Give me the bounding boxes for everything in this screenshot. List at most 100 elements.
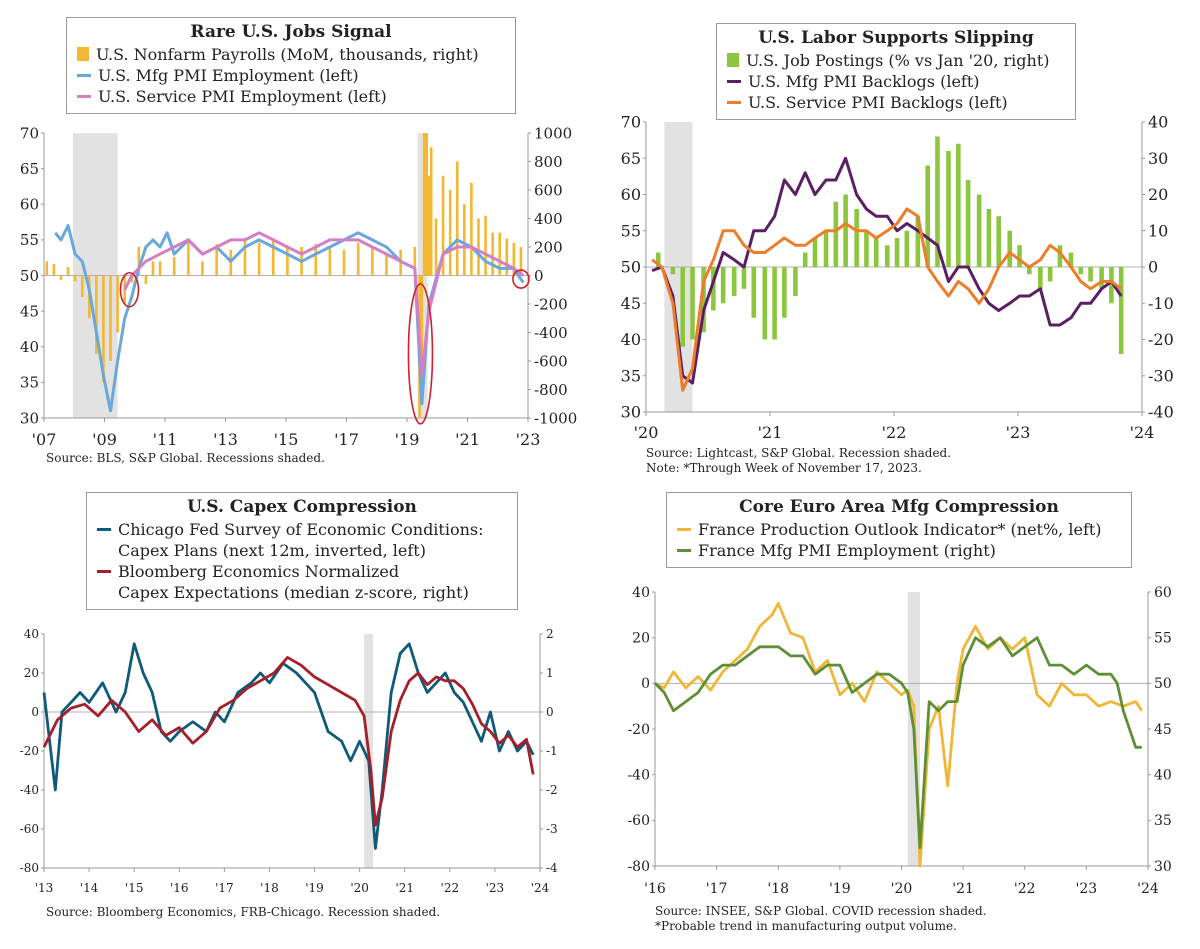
bar-payrolls [491, 232, 494, 276]
bar-payrolls [215, 244, 218, 276]
legend-item-svc-backlogs: U.S. Service PMI Backlogs (left) [727, 92, 1065, 113]
x-tick-label: '16 [170, 881, 189, 895]
right-tick-label: -20 [1148, 330, 1174, 349]
right-tick-label: -400 [534, 324, 568, 342]
euro-chart-plot: 40 20 0 -20 -40 -60 -80 60 55 50 45 40 35 30 '16 '17 '18… [627, 585, 1172, 897]
bar-postings [1038, 267, 1043, 289]
left-tick-label: 70 [621, 113, 641, 132]
bar-payrolls [187, 239, 190, 276]
bar-postings [1118, 267, 1124, 354]
legend-item-france-outlook: France Production Outlook Indicator* (ne… [677, 519, 1121, 540]
bar-payrolls [243, 239, 247, 276]
bar-postings [864, 230, 869, 267]
bar-postings [793, 267, 798, 296]
bar-postings [884, 245, 890, 267]
bar-postings [1099, 267, 1104, 289]
bar-payrolls [448, 190, 452, 276]
bar-postings [720, 267, 726, 304]
left-tick-label: 30 [621, 403, 641, 422]
x-tick-label: '16 [644, 881, 666, 897]
left-tick-label: -80 [20, 861, 39, 875]
left-tick-label: -40 [627, 768, 650, 784]
euro-chart-title: Core Euro Area Mfg Compression [739, 497, 1059, 517]
bar-payrolls [286, 247, 289, 276]
bar-payrolls [519, 247, 523, 276]
chart-panel-capex: 40 20 0 -20 -40 -60 -80 2 1 0 -1 -2 -3 -4 '13 '14 '15 '16… [0, 474, 600, 949]
bar-postings [711, 267, 716, 311]
series-line-france_outlook [654, 602, 1143, 868]
highlight-circle [119, 271, 140, 308]
legend-label-svc-pmi: U.S. Service PMI Employment (left) [98, 87, 387, 106]
right-tick-label: -1 [546, 744, 558, 758]
right-tick-label: -1000 [534, 409, 577, 427]
right-tick-label: 1 [546, 666, 554, 680]
right-tick-label: 600 [534, 181, 563, 199]
right-tick-label: 2 [546, 627, 554, 641]
bar-payrolls [151, 261, 155, 276]
x-tick-label: '21 [455, 430, 480, 449]
left-tick-label: 65 [621, 149, 641, 168]
right-tick-label: -30 [1148, 366, 1174, 385]
x-tick-label: '15 [125, 881, 144, 895]
bar-payrolls [477, 218, 480, 276]
x-tick-label: '17 [334, 430, 359, 449]
right-tick-label: -2 [546, 783, 558, 797]
bar-postings [965, 180, 971, 267]
bar-payrolls [420, 275, 424, 390]
bar-payrolls [59, 275, 63, 280]
x-tick-label: '21 [952, 881, 974, 897]
bar-postings [1007, 230, 1013, 267]
left-tick-label: 0 [31, 705, 39, 719]
legend-item-france-pmi: France Mfg PMI Employment (right) [677, 540, 1121, 561]
bar-payrolls [66, 266, 70, 276]
bar-payrolls [512, 242, 516, 276]
left-tick-label: -20 [627, 722, 650, 738]
left-tick-label: 30 [20, 409, 39, 427]
bar-postings [670, 267, 676, 275]
postings-swatch [727, 53, 739, 67]
x-tick-label: '21 [395, 881, 414, 895]
x-tick-label: '24 [531, 881, 550, 895]
bar-payrolls [80, 275, 84, 297]
left-tick-label: 55 [20, 231, 39, 249]
bar-payrolls [505, 238, 509, 276]
chart-panel-labor: 70 65 60 55 50 45 40 35 30 40 30 20 10 0 -10 -20 -30 -40 '… [600, 0, 1200, 475]
x-tick-label: '19 [305, 881, 324, 895]
jobs-chart-plot: 70 65 60 55 50 45 40 35 30 1000 800 600 400 200 0 -200 -… [20, 124, 577, 449]
bar-payrolls [498, 232, 501, 276]
series-line-mfg_backlogs [651, 156, 1123, 385]
bar-payrolls [455, 161, 459, 276]
x-tick-label: '18 [767, 881, 789, 897]
x-tick-label: '19 [395, 430, 420, 449]
right-tick-label: 200 [534, 238, 563, 256]
right-tick-label: 30 [1148, 149, 1168, 168]
left-tick-label: -40 [20, 783, 39, 797]
legend-label-france-pmi: France Mfg PMI Employment (right) [698, 541, 996, 560]
x-tick-label: '17 [706, 881, 728, 897]
right-tick-label: 45 [1154, 722, 1172, 738]
bar-payrolls [45, 261, 49, 276]
series-line-chicago [42, 642, 535, 850]
bar-postings [833, 201, 839, 267]
right-tick-label: 0 [1148, 258, 1158, 277]
bar-payrolls [201, 261, 204, 276]
bar-postings [741, 267, 747, 289]
right-tick-label: 30 [1154, 859, 1172, 875]
bar-payrolls [463, 204, 466, 276]
x-tick-label: '09 [92, 430, 117, 449]
bar-payrolls [144, 275, 148, 285]
jobs-chart-title: Rare U.S. Jobs Signal [190, 22, 392, 42]
right-tick-label: 40 [1154, 768, 1172, 784]
bar-postings [1088, 267, 1093, 282]
bar-postings [935, 136, 940, 267]
left-tick-label: 20 [632, 631, 650, 647]
series-line-svc_backlogs [651, 207, 1123, 392]
labor-chart-plot: 706560555045403530403020100-10-20-30-40'… [621, 113, 1174, 442]
bar-payrolls [95, 275, 98, 354]
left-tick-label: 0 [641, 676, 650, 692]
bar-payrolls [427, 175, 431, 276]
bar-postings [655, 252, 661, 267]
right-tick-label: -3 [546, 822, 558, 836]
euro-chart-source: Source: INSEE, S&P Global. COVID recessi… [655, 904, 987, 933]
mfg-pmi-swatch [77, 74, 91, 77]
